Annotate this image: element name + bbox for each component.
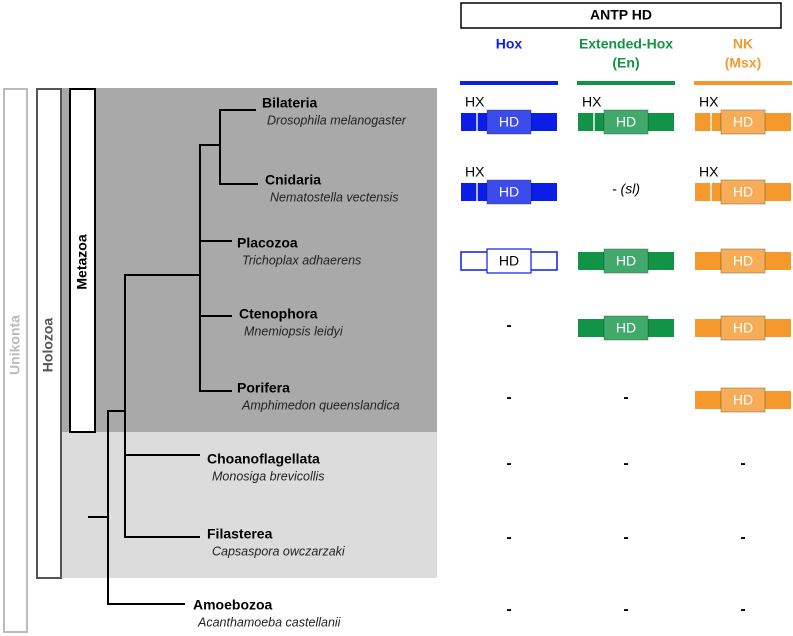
hx-motif (710, 113, 712, 131)
hd-label: HD (499, 184, 519, 200)
hd-label: HD (616, 320, 636, 336)
hx-motif (710, 183, 712, 201)
hd-label: HD (733, 392, 753, 408)
absent-mark: - (623, 601, 628, 618)
hd-domain (720, 315, 766, 341)
species-name: Acanthamoeba castellanii (197, 615, 342, 629)
hd-shade (604, 316, 648, 340)
column-rule (460, 81, 558, 85)
clade-label: Metazoa (74, 234, 90, 289)
header-title: ANTP HD (590, 7, 652, 23)
column-sub: (Msx) (725, 55, 762, 71)
absent-mark: - (506, 317, 511, 334)
header-box (460, 2, 782, 29)
hd-label: HD (733, 184, 753, 200)
hd-shade (604, 110, 648, 134)
hd-shade (487, 110, 531, 134)
hx-label: HX (465, 164, 485, 180)
hd-shade (487, 180, 531, 204)
hx-motif (476, 183, 478, 201)
tree (88, 109, 258, 605)
absent-mark: - (623, 455, 628, 472)
column-rule (694, 81, 792, 85)
column-name: NK (733, 36, 753, 52)
hd-domain (603, 315, 649, 341)
taxon-name: Amoebozoa (193, 597, 273, 613)
clade-label: Holozoa (40, 318, 56, 373)
species-name: Nematostella vectensis (270, 190, 399, 204)
hd-domain (486, 109, 532, 135)
unikonta-box (3, 88, 28, 633)
holozoa-box (36, 88, 62, 579)
hd-shade (604, 249, 648, 273)
hd-shade (721, 388, 765, 412)
hd-shade (721, 316, 765, 340)
column-name: Extended-Hox (579, 36, 673, 52)
hd-domain (603, 109, 649, 135)
taxon-name: Filasterea (207, 526, 273, 542)
species-name: Trichoplax adhaerens (242, 253, 361, 267)
hd-domain (720, 109, 766, 135)
species-name: Drosophila melanogaster (267, 113, 407, 127)
hx-label: HX (582, 94, 602, 110)
hx-label: HX (465, 94, 485, 110)
absent-mark: - (623, 529, 628, 546)
hd-domain (720, 248, 766, 274)
hx-motif (593, 113, 595, 131)
absent-mark: - (740, 455, 745, 472)
hd-domain (486, 179, 532, 205)
taxon-name: Placozoa (237, 235, 298, 251)
hd-label: HD (733, 253, 753, 269)
absent-mark: - (506, 455, 511, 472)
absent-mark: - (sl) (612, 181, 640, 197)
taxon-name: Choanoflagellata (207, 451, 320, 467)
hd-domain (720, 179, 766, 205)
hx-motif (476, 113, 478, 131)
hd-label: HD (616, 253, 636, 269)
hd-label: HD (733, 114, 753, 130)
hd-domain (720, 387, 766, 413)
absent-mark: - (623, 389, 628, 406)
taxon-name: Ctenophora (239, 306, 318, 322)
hd-label: HD (733, 320, 753, 336)
hx-label: HX (699, 94, 719, 110)
absent-mark: - (506, 529, 511, 546)
taxon-name: Porifera (237, 380, 290, 396)
clade-label: Unikonta (7, 315, 23, 375)
taxon-name: Cnidaria (265, 172, 321, 188)
hd-shade (721, 249, 765, 273)
species-name: Capsaspora owczarzaki (212, 544, 346, 558)
column-name: Hox (496, 36, 523, 52)
hd-shade (721, 110, 765, 134)
taxon-name: Bilateria (262, 95, 317, 111)
hd-domain (603, 248, 649, 274)
hd-label: HD (499, 253, 519, 269)
absent-mark: - (506, 389, 511, 406)
absent-mark: - (506, 601, 511, 618)
column-sub: (En) (612, 55, 639, 71)
absent-mark: - (740, 601, 745, 618)
hd-label: HD (616, 114, 636, 130)
species-name: Amphimedon queenslandica (241, 398, 400, 412)
metazoa-box (69, 88, 96, 433)
hd-label: HD (499, 114, 519, 130)
absent-mark: - (740, 529, 745, 546)
hd-domain (486, 248, 532, 274)
column-rule (577, 81, 675, 85)
hd-shade (721, 180, 765, 204)
species-name: Monosiga brevicollis (212, 469, 325, 483)
species-name: Mnemiopsis leidyi (244, 324, 344, 338)
hx-label: HX (699, 164, 719, 180)
